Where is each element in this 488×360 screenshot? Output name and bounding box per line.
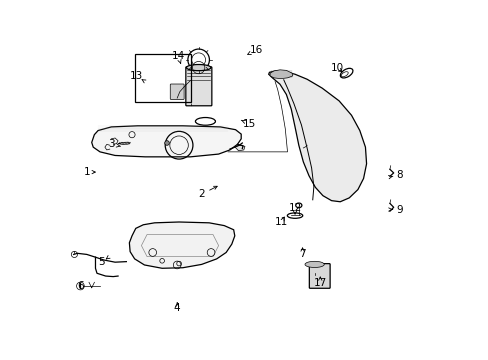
Ellipse shape bbox=[305, 261, 324, 267]
Polygon shape bbox=[129, 222, 234, 268]
Polygon shape bbox=[270, 70, 292, 79]
Text: 16: 16 bbox=[249, 45, 263, 55]
Polygon shape bbox=[234, 145, 244, 151]
Text: 11: 11 bbox=[275, 217, 288, 227]
Text: 5: 5 bbox=[99, 257, 105, 267]
Text: 3: 3 bbox=[108, 139, 114, 149]
Text: 14: 14 bbox=[171, 51, 184, 61]
Text: 6: 6 bbox=[77, 281, 83, 291]
Text: 15: 15 bbox=[243, 118, 256, 129]
Polygon shape bbox=[268, 71, 366, 202]
Polygon shape bbox=[92, 126, 241, 157]
FancyBboxPatch shape bbox=[170, 84, 184, 99]
Text: 2: 2 bbox=[198, 189, 204, 199]
Circle shape bbox=[164, 141, 169, 145]
Text: 4: 4 bbox=[174, 303, 180, 313]
Text: 17: 17 bbox=[313, 278, 326, 288]
Polygon shape bbox=[118, 142, 130, 144]
Text: 12: 12 bbox=[288, 203, 301, 213]
FancyBboxPatch shape bbox=[309, 264, 329, 288]
Text: 7: 7 bbox=[299, 249, 305, 259]
Text: 8: 8 bbox=[395, 170, 402, 180]
Text: 10: 10 bbox=[330, 63, 343, 73]
Text: 9: 9 bbox=[395, 204, 402, 215]
FancyBboxPatch shape bbox=[185, 67, 211, 106]
Text: 13: 13 bbox=[130, 72, 143, 81]
Ellipse shape bbox=[186, 64, 210, 71]
Text: 1: 1 bbox=[83, 167, 90, 177]
